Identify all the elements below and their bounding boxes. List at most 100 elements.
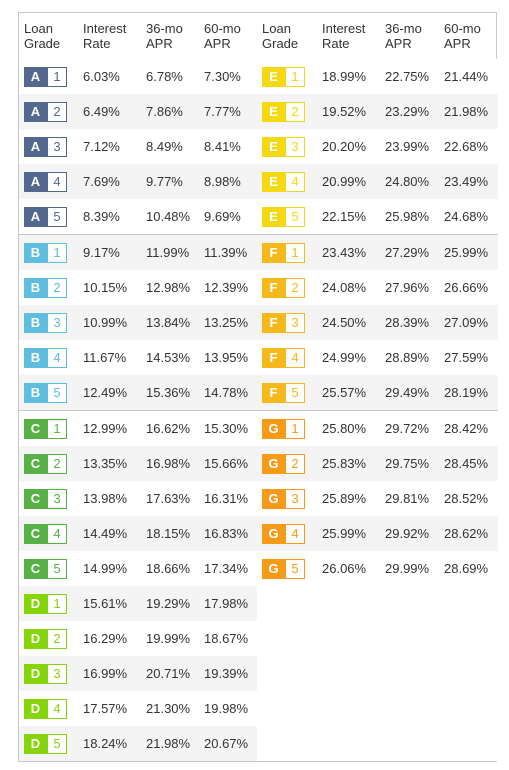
empty-cell: [257, 586, 317, 621]
grade-letter: C: [24, 488, 47, 509]
apr-36mo-cell: 29.99%: [380, 551, 439, 586]
grade-subgrade: 2: [47, 277, 67, 298]
grade-letter: F: [262, 312, 285, 333]
grade-letter: D: [24, 698, 47, 719]
grade-letter: C: [24, 453, 47, 474]
apr-60mo-cell: 7.30%: [199, 59, 257, 94]
grade-subgrade: 1: [47, 593, 67, 614]
grade-letter: A: [24, 206, 47, 227]
apr-36mo-cell: 23.99%: [380, 129, 439, 164]
table-body: A 1 6.03% 6.78% 7.30% E 1 18.99% 22.75% 21.44% A 2 6…: [19, 59, 498, 761]
grade-letter: F: [262, 347, 285, 368]
apr-60mo-cell: 17.98%: [199, 586, 257, 621]
table-row: C 1 12.99% 16.62% 15.30% G 1 25.80% 29.72% 28.42%: [19, 410, 498, 446]
apr-36mo-cell: 19.99%: [141, 621, 199, 656]
grade-letter: G: [262, 418, 285, 439]
grade-letter: B: [24, 277, 47, 298]
grade-subgrade: 3: [47, 312, 67, 333]
apr-60mo-cell: 27.09%: [439, 305, 498, 340]
apr-60mo-cell: 21.44%: [439, 59, 498, 94]
grade-letter: D: [24, 663, 47, 684]
grade-subgrade: 2: [285, 101, 305, 122]
grade-letter: F: [262, 242, 285, 263]
table-row: C 5 14.99% 18.66% 17.34% G 5 26.06% 29.99% 28.69%: [19, 551, 498, 586]
interest-rate-cell: 14.49%: [78, 516, 141, 551]
grade-letter: F: [262, 277, 285, 298]
grade-letter: F: [262, 382, 285, 403]
apr-60mo-cell: 28.69%: [439, 551, 498, 586]
grade-subgrade: 3: [47, 136, 67, 157]
apr-36mo-cell: 6.78%: [141, 59, 199, 94]
empty-cell: [439, 726, 498, 761]
apr-36mo-cell: 29.81%: [380, 481, 439, 516]
grade-subgrade: 3: [285, 312, 305, 333]
interest-rate-cell: 20.99%: [317, 164, 380, 199]
grade-letter: G: [262, 523, 285, 544]
table-row: D 3 16.99% 20.71% 19.39%: [19, 656, 498, 691]
apr-60mo-cell: 13.95%: [199, 340, 257, 375]
grade-letter: E: [262, 136, 285, 157]
grade-letter: A: [24, 101, 47, 122]
grade-subgrade: 1: [285, 242, 305, 263]
interest-rate-cell: 22.15%: [317, 199, 380, 235]
interest-rate-cell: 8.39%: [78, 199, 141, 235]
grade-subgrade: 5: [285, 206, 305, 227]
interest-rate-cell: 24.50%: [317, 305, 380, 340]
interest-rate-cell: 10.15%: [78, 270, 141, 305]
interest-rate-cell: 19.52%: [317, 94, 380, 129]
apr-36mo-cell: 10.48%: [141, 199, 199, 235]
grade-letter: E: [262, 101, 285, 122]
empty-cell: [380, 586, 439, 621]
apr-36mo-cell: 29.49%: [380, 375, 439, 411]
empty-cell: [317, 621, 380, 656]
apr-36mo-cell: 27.29%: [380, 234, 439, 270]
apr-60mo-cell: 24.68%: [439, 199, 498, 235]
apr-60mo-cell: 19.39%: [199, 656, 257, 691]
grade-letter: B: [24, 347, 47, 368]
grade-subgrade: 4: [47, 171, 67, 192]
apr-36mo-cell: 18.15%: [141, 516, 199, 551]
apr-60mo-cell: 28.52%: [439, 481, 498, 516]
empty-cell: [317, 656, 380, 691]
grade-subgrade: 1: [285, 66, 305, 87]
apr-60mo-cell: 16.83%: [199, 516, 257, 551]
empty-cell: [439, 621, 498, 656]
apr-60mo-cell: 28.62%: [439, 516, 498, 551]
grade-subgrade: 2: [285, 277, 305, 298]
apr-60mo-cell: 9.69%: [199, 199, 257, 235]
grade-subgrade: 5: [47, 558, 67, 579]
grade-letter: C: [24, 523, 47, 544]
apr-60mo-cell: 8.41%: [199, 129, 257, 164]
table-row: D 2 16.29% 19.99% 18.67%: [19, 621, 498, 656]
interest-rate-cell: 25.80%: [317, 410, 380, 446]
apr-36mo-cell: 28.39%: [380, 305, 439, 340]
table-row: A 4 7.69% 9.77% 8.98% E 4 20.99% 24.80% 23.49%: [19, 164, 498, 199]
apr-36mo-cell: 18.66%: [141, 551, 199, 586]
interest-rate-cell: 7.69%: [78, 164, 141, 199]
table-row: A 1 6.03% 6.78% 7.30% E 1 18.99% 22.75% 21.44%: [19, 59, 498, 94]
apr-60mo-cell: 26.66%: [439, 270, 498, 305]
apr-36mo-cell: 7.86%: [141, 94, 199, 129]
grade-letter: E: [262, 171, 285, 192]
